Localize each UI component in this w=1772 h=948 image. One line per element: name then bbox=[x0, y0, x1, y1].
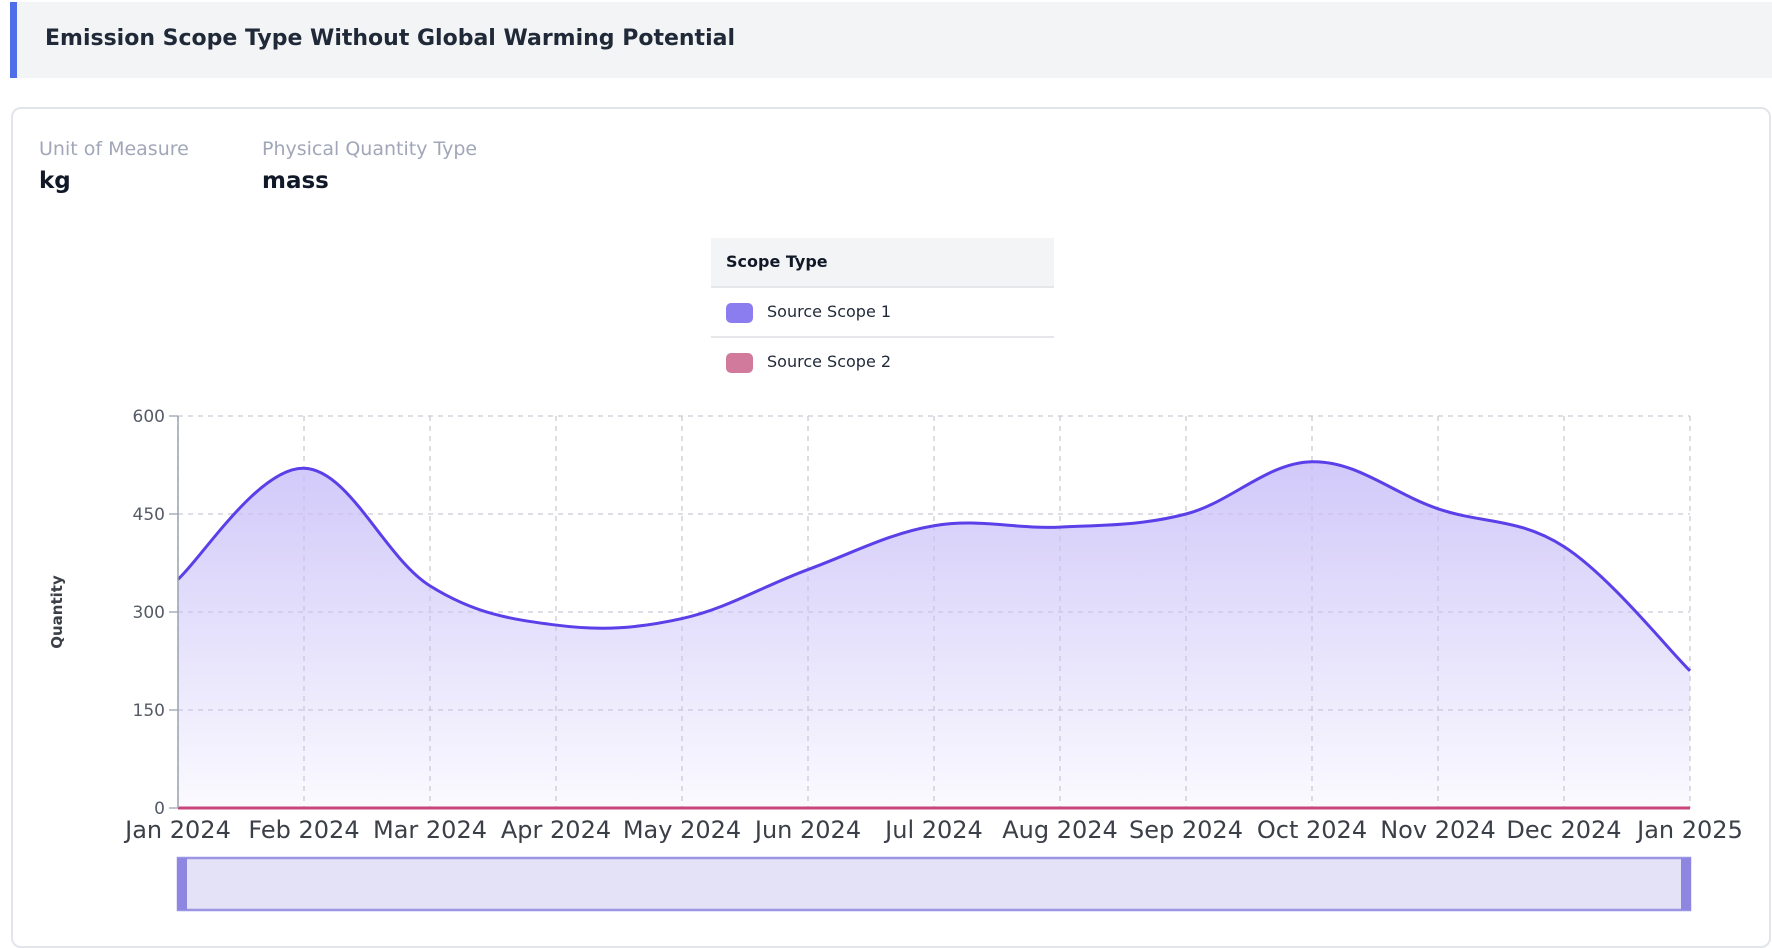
y-tick-label: 0 bbox=[154, 799, 165, 819]
series-area-source-scope-1 bbox=[178, 461, 1690, 808]
legend-label-source-scope-1: Source Scope 1 bbox=[767, 302, 892, 321]
y-tick-label: 150 bbox=[133, 701, 165, 721]
y-tick-label: 300 bbox=[133, 603, 165, 623]
legend-swatch-source-scope-1 bbox=[726, 303, 753, 323]
x-tick-label: Jan 2024 bbox=[123, 816, 231, 844]
legend-title: Scope Type bbox=[711, 238, 1054, 288]
x-tick-label: Aug 2024 bbox=[1002, 816, 1118, 844]
x-tick-label: Sep 2024 bbox=[1129, 816, 1243, 844]
legend-item-source-scope-1[interactable]: Source Scope 1 bbox=[711, 288, 1054, 338]
x-tick-label: Mar 2024 bbox=[373, 816, 487, 844]
legend-swatch-source-scope-2 bbox=[726, 353, 753, 373]
physical-quantity-type-label: Physical Quantity Type bbox=[262, 138, 478, 160]
section-title: Emission Scope Type Without Global Warmi… bbox=[45, 26, 735, 51]
x-tick-label: Jun 2024 bbox=[753, 816, 861, 844]
x-tick-label: Apr 2024 bbox=[501, 816, 611, 844]
x-tick-label: May 2024 bbox=[623, 816, 741, 844]
chart-legend: Scope Type Source Scope 1 Source Scope 2 bbox=[711, 238, 1054, 390]
y-axis-title: Quantity bbox=[48, 575, 66, 649]
x-tick-label: Feb 2024 bbox=[248, 816, 359, 844]
x-tick-label: Jul 2024 bbox=[883, 816, 983, 844]
physical-quantity-type-value: mass bbox=[262, 168, 329, 194]
legend-label-source-scope-2: Source Scope 2 bbox=[767, 352, 892, 371]
range-slider-handle-right[interactable] bbox=[1681, 858, 1691, 910]
unit-of-measure-label: Unit of Measure bbox=[39, 138, 189, 160]
range-slider-track[interactable] bbox=[176, 856, 1692, 912]
unit-of-measure-value: kg bbox=[39, 168, 71, 194]
x-tick-label: Nov 2024 bbox=[1380, 816, 1496, 844]
y-tick-label: 450 bbox=[133, 505, 165, 525]
legend-item-source-scope-2[interactable]: Source Scope 2 bbox=[711, 338, 1054, 388]
range-slider-handle-left[interactable] bbox=[177, 858, 187, 910]
x-tick-label: Dec 2024 bbox=[1506, 816, 1621, 844]
series-line-source-scope-1 bbox=[177, 460, 1692, 672]
x-tick-label: Jan 2025 bbox=[1635, 816, 1743, 844]
y-tick-label: 600 bbox=[133, 407, 165, 427]
x-tick-label: Oct 2024 bbox=[1257, 816, 1367, 844]
section-header: Emission Scope Type Without Global Warmi… bbox=[10, 2, 1772, 78]
